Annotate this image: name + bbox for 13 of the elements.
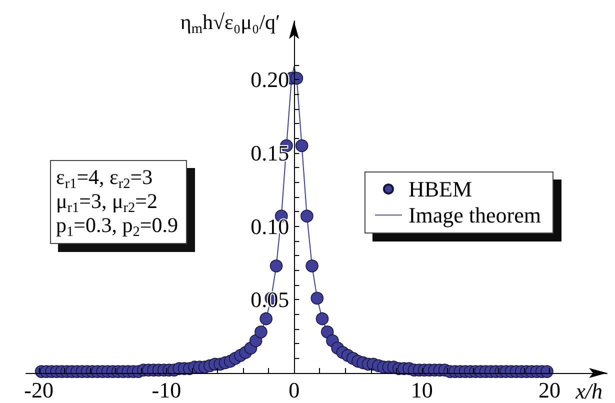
y-tick-label: 0.20 [250, 67, 290, 92]
x-tick-label: 20 [538, 378, 561, 402]
x-axis-title: x/h [574, 378, 602, 403]
legend-label: Image theorem [408, 202, 542, 228]
y-axis-title: η$_{m}$h√ε₀μ₀/q′ [180, 10, 280, 37]
x-tick-label: 10 [410, 378, 433, 402]
x-tick-label: -10 [152, 378, 182, 402]
annotation: p$_{1}$=0.3, p$_{2}$=0.9 [56, 213, 178, 240]
annotation: ε$_{r1}$=4, ε$_{r2}$=3 [56, 165, 154, 192]
x-tick-label: -20 [24, 378, 54, 402]
legend-label: HBEM [408, 176, 472, 202]
annotation: μ$_{r1}$=3, μ$_{r2}$=2 [56, 189, 158, 216]
x-tick-label: 0 [288, 378, 300, 402]
